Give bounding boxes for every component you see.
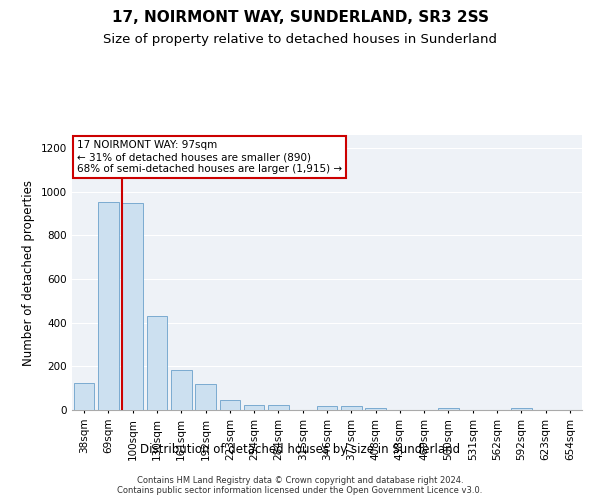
Bar (341, 406, 362, 410)
Bar (171, 370, 191, 410)
Bar (98, 202, 119, 410)
Bar (438, 408, 459, 410)
Text: Contains HM Land Registry data © Crown copyright and database right 2024.
Contai: Contains HM Land Registry data © Crown c… (118, 476, 482, 495)
Text: Size of property relative to detached houses in Sunderland: Size of property relative to detached ho… (103, 32, 497, 46)
Text: 17 NOIRMONT WAY: 97sqm
← 31% of detached houses are smaller (890)
68% of semi-de: 17 NOIRMONT WAY: 97sqm ← 31% of detached… (77, 140, 342, 173)
Bar (195, 384, 216, 410)
Bar (268, 405, 289, 410)
Text: 17, NOIRMONT WAY, SUNDERLAND, SR3 2SS: 17, NOIRMONT WAY, SUNDERLAND, SR3 2SS (112, 10, 488, 25)
Bar (122, 202, 143, 410)
Y-axis label: Number of detached properties: Number of detached properties (22, 180, 35, 366)
Bar (365, 408, 386, 410)
Bar (220, 400, 240, 410)
Bar (74, 382, 94, 410)
Bar (317, 406, 337, 410)
Text: Distribution of detached houses by size in Sunderland: Distribution of detached houses by size … (140, 442, 460, 456)
Bar (244, 405, 265, 410)
Bar (511, 408, 532, 410)
Bar (146, 316, 167, 410)
